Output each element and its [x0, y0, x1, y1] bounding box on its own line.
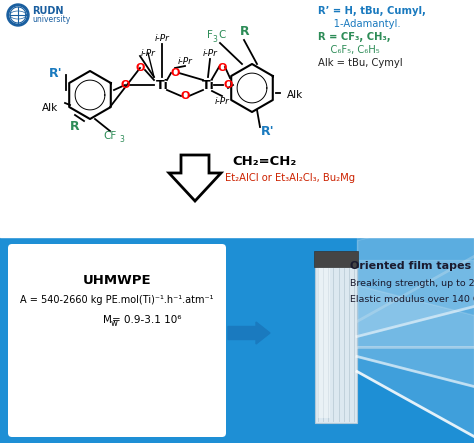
Bar	[326, 268, 330, 418]
Text: 3: 3	[119, 135, 125, 144]
Text: C₆F₅, C₆H₅: C₆F₅, C₆H₅	[318, 45, 380, 55]
Text: Alk: Alk	[287, 90, 303, 100]
Text: i-Pr: i-Pr	[178, 57, 192, 66]
Text: 3: 3	[212, 35, 218, 43]
Text: F: F	[207, 30, 213, 40]
Text: O: O	[120, 80, 130, 90]
FancyBboxPatch shape	[8, 244, 226, 437]
Bar	[322, 268, 326, 418]
Text: R: R	[240, 24, 250, 38]
Text: O: O	[180, 91, 190, 101]
Text: i-Pr: i-Pr	[202, 48, 218, 58]
Text: CF: CF	[103, 131, 117, 141]
Text: R = CF₃, CH₃,: R = CF₃, CH₃,	[318, 32, 391, 42]
Text: i-Pr: i-Pr	[141, 48, 155, 58]
Text: O: O	[223, 80, 233, 90]
FancyArrow shape	[228, 322, 270, 344]
Text: i-Pr: i-Pr	[155, 34, 169, 43]
Text: Breaking strength, up to 2.65 GPa: Breaking strength, up to 2.65 GPa	[350, 279, 474, 288]
Text: A = 540-2660 kg PE.mol(Ti)⁻¹.h⁻¹.atm⁻¹: A = 540-2660 kg PE.mol(Ti)⁻¹.h⁻¹.atm⁻¹	[20, 295, 214, 305]
Text: w: w	[110, 319, 118, 327]
Text: R: R	[70, 120, 80, 132]
Circle shape	[7, 4, 29, 26]
Bar	[318, 268, 322, 418]
Text: i-Pr: i-Pr	[215, 97, 229, 105]
Bar	[315, 253, 357, 423]
Text: R': R'	[261, 124, 275, 137]
Text: R': R'	[49, 66, 63, 79]
Bar	[314, 251, 358, 267]
Text: university: university	[32, 15, 70, 23]
Text: RUDN: RUDN	[32, 6, 64, 16]
Text: R’ = H, tBu, Cumyl,: R’ = H, tBu, Cumyl,	[318, 6, 426, 16]
Circle shape	[10, 7, 26, 23]
Text: Ti: Ti	[201, 78, 214, 92]
Text: O: O	[170, 68, 180, 78]
Text: CH₂=CH₂: CH₂=CH₂	[232, 155, 296, 167]
Text: = 0.9-3.1 10⁶: = 0.9-3.1 10⁶	[112, 315, 182, 325]
Text: Alk: Alk	[42, 103, 58, 113]
Text: Ti: Ti	[155, 78, 168, 92]
Text: Elastic modulus over 140 GPa: Elastic modulus over 140 GPa	[350, 295, 474, 303]
Polygon shape	[169, 155, 221, 201]
Text: C: C	[219, 30, 226, 40]
Bar	[0, 237, 474, 443]
Text: O: O	[135, 63, 145, 73]
Text: O: O	[217, 63, 227, 73]
Text: Et₂AlCl or Et₃Al₂Cl₃, Bu₂Mg: Et₂AlCl or Et₃Al₂Cl₃, Bu₂Mg	[225, 173, 355, 183]
Bar	[0, 0, 474, 237]
Text: 1-Adamantyl.: 1-Adamantyl.	[318, 19, 401, 29]
Text: UHMWPE: UHMWPE	[82, 273, 151, 287]
Text: Alk = tBu, Cymyl: Alk = tBu, Cymyl	[318, 58, 402, 68]
Text: M: M	[102, 315, 111, 325]
Text: Oriented film tapes: Oriented film tapes	[350, 261, 471, 271]
